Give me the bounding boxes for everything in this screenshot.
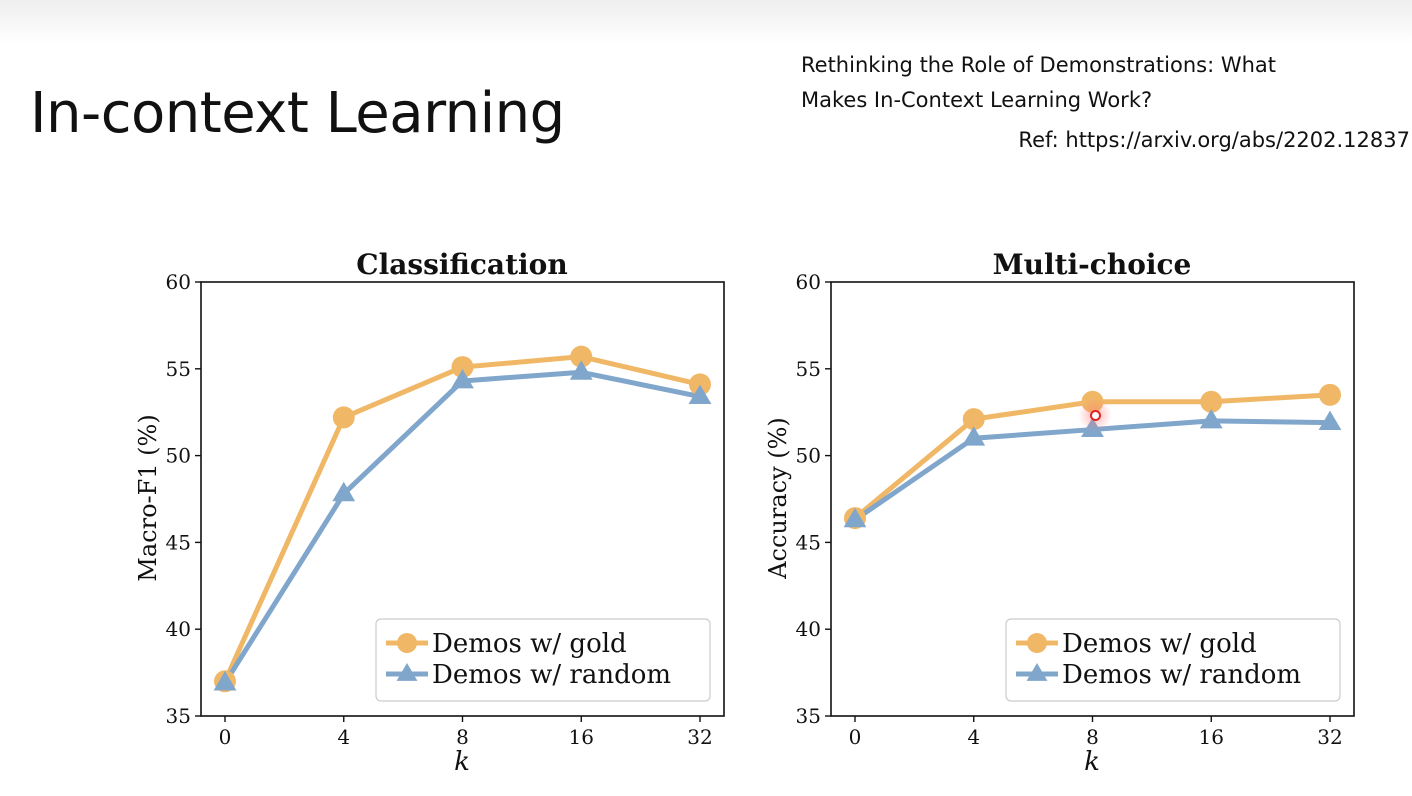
legend-label: Demos w/ random — [432, 660, 671, 690]
y-axis-label: Macro-F1 (%) — [134, 414, 162, 581]
legend-label: Demos w/ random — [1062, 660, 1301, 690]
x-tick-label: 0 — [219, 725, 232, 749]
y-tick-label: 60 — [166, 270, 191, 294]
data-point-random — [569, 360, 593, 380]
plot-area: 35 40 45 50 55 60 0 4 8 16 32 — [166, 270, 725, 749]
data-point-gold — [962, 408, 985, 431]
legend-label: Demos w/ gold — [432, 629, 627, 659]
y-tick-label: 50 — [166, 444, 191, 468]
y-tick-label: 35 — [166, 704, 191, 728]
data-point-random — [451, 368, 474, 389]
data-point-random — [332, 481, 356, 502]
data-point-gold — [689, 373, 711, 396]
multi-choice-chart: Multi-choice Accuracy (%) k 354045505560… — [764, 248, 1355, 777]
legend-marker-triangle — [396, 663, 418, 681]
legend-marker-circle — [1027, 633, 1047, 653]
data-point-random — [1318, 410, 1342, 431]
paper-title-line-2: Makes In-Context Learning Work? — [801, 88, 1153, 112]
paper-title-line-1: Rethinking the Role of Demonstrations: W… — [801, 53, 1277, 77]
y-tick-label: 60 — [796, 270, 821, 294]
data-point-random — [962, 426, 986, 446]
y-tick-label: 40 — [796, 617, 821, 641]
y-tick-label: 35 — [796, 704, 821, 728]
y-tick-label: 45 — [166, 530, 191, 554]
x-tick-label: 32 — [1317, 725, 1342, 749]
classification-chart: Classification Macro-F1 (%) k 3540455055… — [134, 248, 725, 777]
y-tick-label: 50 — [796, 444, 821, 468]
y-tick-label: 55 — [166, 357, 191, 381]
legend-label: Demos w/ gold — [1062, 629, 1257, 659]
data-point-random — [688, 384, 712, 405]
y-axis-label: Accuracy (%) — [764, 417, 792, 580]
window-top-bar — [0, 0, 1412, 44]
mouse-cursor-icon — [1090, 410, 1101, 421]
data-point-random — [213, 671, 237, 691]
legend-marker-triangle — [1026, 663, 1048, 681]
data-point-random — [843, 507, 867, 528]
x-tick-label: 16 — [569, 725, 594, 749]
paper-title: Rethinking the Role of Demonstrations: W… — [801, 48, 1381, 118]
data-point-random — [1199, 408, 1223, 429]
x-tick-label: 32 — [687, 725, 712, 749]
x-tick-label: 8 — [456, 725, 469, 749]
data-point-gold — [451, 356, 474, 379]
data-point-gold — [1200, 390, 1223, 413]
slide-title: In-context Learning — [30, 81, 565, 146]
x-tick-label: 4 — [967, 725, 980, 749]
data-point-gold — [570, 345, 593, 368]
reference-link[interactable]: Ref: https://arxiv.org/abs/2202.12837 — [1018, 128, 1410, 152]
y-tick-label: 45 — [796, 530, 821, 554]
legend-marker-circle — [397, 633, 417, 653]
legend-box — [1005, 618, 1341, 702]
chart-title: Multi-choice — [993, 248, 1192, 281]
x-tick-label: 0 — [849, 725, 862, 749]
data-point-gold — [332, 406, 355, 429]
y-tick-label: 55 — [796, 357, 821, 381]
legend-box — [375, 618, 711, 702]
chart-title: Classification — [356, 248, 567, 281]
data-point-gold — [1319, 383, 1341, 406]
x-tick-label: 8 — [1086, 725, 1099, 749]
x-axis-label: k — [454, 747, 470, 777]
x-tick-label: 4 — [337, 725, 350, 749]
x-tick-label: 16 — [1199, 725, 1224, 749]
y-tick-label: 40 — [166, 617, 191, 641]
x-axis-label: k — [1084, 747, 1100, 777]
